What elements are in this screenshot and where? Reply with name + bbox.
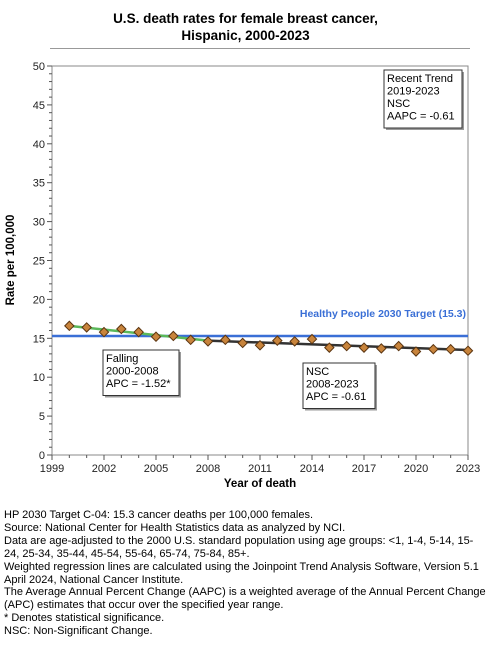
data-point bbox=[410, 346, 422, 357]
data-point bbox=[81, 322, 92, 333]
annotation-line: 2000-2008 bbox=[106, 366, 159, 378]
footnote-age-adjust: Data are age-adjusted to the 2000 U.S. s… bbox=[4, 534, 474, 560]
annotation-line: AAPC = -0.61 bbox=[387, 111, 455, 123]
y-tick-label: 0 bbox=[39, 450, 45, 462]
y-tick-label: 10 bbox=[33, 372, 45, 384]
title-divider bbox=[50, 48, 470, 49]
annotation-line: NSC bbox=[387, 98, 410, 110]
data-point bbox=[376, 343, 387, 354]
x-tick-label: 2008 bbox=[196, 463, 220, 475]
annotation-box bbox=[383, 69, 463, 129]
y-tick-label: 20 bbox=[33, 294, 45, 306]
data-markers bbox=[64, 320, 474, 357]
trend-segment-2 bbox=[207, 339, 469, 352]
x-tick-label: 2005 bbox=[144, 463, 168, 475]
x-tick-label: 2020 bbox=[404, 463, 428, 475]
y-axis: 0 5 10 15 20 25 30 35 40 45 50 bbox=[33, 61, 52, 462]
y-axis-title: Rate per 100,000 bbox=[5, 215, 17, 306]
x-tick-label: 2017 bbox=[352, 463, 376, 475]
chart-title-line2: Hispanic, 2000-2023 bbox=[181, 28, 310, 43]
annotation-line: APC = -1.52* bbox=[106, 378, 171, 390]
annotation-line: Recent Trend bbox=[387, 73, 453, 85]
data-point bbox=[168, 330, 179, 342]
y-tick-label: 45 bbox=[33, 100, 45, 112]
chart-title: U.S. death rates for female breast cance… bbox=[0, 10, 491, 44]
y-tick-label: 30 bbox=[33, 217, 45, 229]
target-label: Healthy People 2030 Target (15.3) bbox=[300, 308, 466, 320]
footnotes: HP 2030 Target C-04: 15.3 cancer deaths … bbox=[4, 509, 488, 638]
data-point bbox=[358, 342, 370, 353]
data-point bbox=[220, 334, 231, 346]
footnote-regression: Weighted regression lines are calculated… bbox=[4, 560, 479, 586]
data-point bbox=[64, 320, 75, 332]
footnote-source: Source: National Center for Health Stati… bbox=[4, 521, 346, 534]
y-tick-label: 25 bbox=[33, 256, 45, 268]
data-point bbox=[150, 331, 162, 343]
x-tick-label: 2011 bbox=[248, 463, 272, 475]
footnote-nsc: NSC: Non-Significant Change. bbox=[4, 625, 153, 638]
data-point bbox=[185, 334, 196, 346]
target-line-group: Healthy People 2030 Target (15.3) bbox=[52, 308, 468, 338]
line-chart: 0 5 10 15 20 25 30 35 40 45 50 1999 2002 2005 2008 201… bbox=[5, 61, 480, 490]
y-tick-label: 50 bbox=[33, 61, 45, 73]
data-point bbox=[289, 336, 300, 347]
data-point bbox=[306, 333, 318, 345]
data-point bbox=[202, 336, 214, 347]
footnote-aapc: The Average Annual Percent Change (AAPC)… bbox=[4, 586, 486, 612]
data-point bbox=[116, 323, 127, 335]
annotation-line: Falling bbox=[106, 353, 138, 365]
y-tick-label: 35 bbox=[33, 178, 45, 190]
data-point bbox=[324, 342, 335, 353]
data-point bbox=[98, 326, 110, 338]
data-point bbox=[254, 339, 266, 351]
annotation-line: NSC bbox=[306, 366, 329, 378]
data-point bbox=[237, 337, 248, 349]
y-tick-label: 15 bbox=[33, 333, 45, 345]
footnote-significance: * Denotes statistical significance. bbox=[4, 612, 165, 625]
annotation-line: 2019-2023 bbox=[387, 86, 440, 98]
y-tick-label: 5 bbox=[39, 411, 45, 423]
data-point bbox=[462, 345, 474, 357]
data-point bbox=[272, 335, 283, 346]
data-point bbox=[393, 340, 404, 352]
x-tick-label: 2002 bbox=[92, 463, 116, 475]
data-point bbox=[341, 340, 352, 352]
data-point bbox=[133, 326, 144, 338]
x-axis-title: Year of death bbox=[224, 478, 296, 490]
data-point bbox=[428, 343, 439, 355]
x-tick-label: 1999 bbox=[40, 463, 64, 475]
chart-title-line1: U.S. death rates for female breast cance… bbox=[113, 11, 378, 26]
annotation-line: APC = -0.61 bbox=[306, 391, 366, 403]
x-tick-label: 2023 bbox=[456, 463, 480, 475]
annotation-line: 2008-2023 bbox=[306, 379, 359, 391]
x-axis: 1999 2002 2005 2008 2011 2014 2017 2020 2023 bbox=[40, 455, 480, 475]
x-tick-label: 2014 bbox=[300, 463, 324, 475]
footnote-target: HP 2030 Target C-04: 15.3 cancer deaths … bbox=[4, 509, 314, 521]
y-tick-label: 40 bbox=[33, 139, 45, 151]
data-point bbox=[445, 343, 456, 355]
annotation-box bbox=[302, 362, 376, 409]
annotation-box bbox=[102, 349, 180, 396]
